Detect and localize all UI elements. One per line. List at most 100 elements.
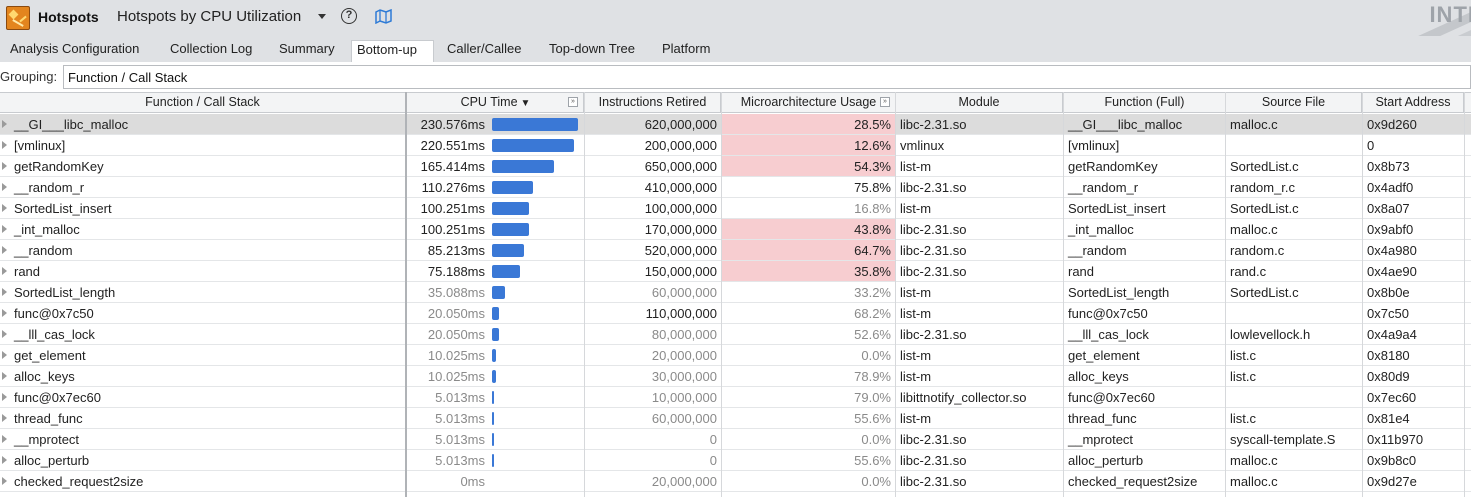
cpu-time-bar [492, 181, 533, 194]
function-cell: get_element [0, 345, 405, 365]
table-row[interactable]: __random 85.213ms 520,000,000 64.7% libc-2.3… [0, 240, 1471, 261]
function-full-value: rand [1068, 264, 1095, 279]
expand-row-icon[interactable] [2, 246, 7, 254]
expand-row-icon[interactable] [2, 309, 7, 317]
col-header-microarchitecture-usage[interactable]: Microarchitecture Usage [722, 93, 896, 113]
cpu-time-bar [492, 244, 524, 257]
expand-uarch-icon[interactable]: » [880, 97, 890, 107]
expand-row-icon[interactable] [2, 204, 7, 212]
expand-row-icon[interactable] [2, 120, 7, 128]
cpu-time-value: 165.414ms [420, 159, 485, 174]
function-cell: SortedList_length [0, 282, 405, 302]
table-row[interactable]: func@0x7c50 20.050ms 110,000,000 68.2% list-… [0, 303, 1471, 324]
tab-caller-callee[interactable]: Caller/Callee [447, 41, 522, 56]
expand-row-icon[interactable] [2, 477, 7, 485]
table-row[interactable]: __mprotect 5.013ms 0 0.0% libc-2.31.so __mpro… [0, 429, 1471, 450]
cpu-time-value: 10.025ms [427, 369, 485, 384]
function-full-value: __random [1068, 243, 1127, 258]
table-row[interactable]: checked_request2size 0ms 20,000,000 0.0% lib… [0, 471, 1471, 492]
function-name: get_element [14, 348, 86, 363]
expand-row-icon[interactable] [2, 225, 7, 233]
expand-row-icon[interactable] [2, 183, 7, 191]
function-name: func@0x7ec60 [14, 390, 101, 405]
cpu-time-value: 5.013ms [435, 432, 485, 447]
col-header-function[interactable]: Function / Call Stack [0, 93, 406, 113]
expand-row-icon[interactable] [2, 456, 7, 464]
table-row[interactable]: alloc_keys 10.025ms 30,000,000 78.9% list-m a… [0, 366, 1471, 387]
tab-summary[interactable]: Summary [279, 41, 335, 56]
start-address-value: 0x8a07 [1367, 201, 1410, 216]
grouping-row: Grouping: Function / Call Stack [0, 62, 1471, 91]
table-row[interactable]: [vmlinux] 220.551ms 200,000,000 12.6% vmlinu… [0, 135, 1471, 156]
function-full-value: _int_malloc [1068, 222, 1134, 237]
instructions-retired-value: 20,000,000 [651, 474, 717, 489]
bottom-up-grid: Function / Call Stack CPU Time ▼ » Instru… [0, 92, 1471, 497]
table-row[interactable]: rand 75.188ms 150,000,000 35.8% libc-2.31.so… [0, 261, 1471, 282]
tab-analysis-configuration[interactable]: Analysis Configuration [10, 41, 140, 56]
cpu-time-bar [492, 412, 494, 425]
tab-collection-log[interactable]: Collection Log [170, 41, 253, 56]
expand-cpu-time-icon[interactable]: » [568, 97, 578, 107]
function-full-value: checked_request2size [1068, 474, 1198, 489]
function-full-value: alloc_keys [1068, 369, 1129, 384]
tab-platform[interactable]: Platform [662, 41, 711, 56]
tab-top-down-tree[interactable]: Top-down Tree [549, 41, 635, 56]
table-row[interactable]: alloc_perturb 5.013ms 0 55.6% libc-2.31.so al… [0, 450, 1471, 471]
cpu-time-bar [492, 202, 529, 215]
uarch-usage-value: 54.3% [722, 156, 895, 176]
map-icon[interactable] [375, 9, 392, 24]
expand-row-icon[interactable] [2, 330, 7, 338]
instructions-retired-value: 650,000,000 [644, 159, 717, 174]
instructions-retired-value: 80,000,000 [651, 327, 717, 342]
help-icon[interactable]: ? [341, 8, 357, 24]
col-header-function-full[interactable]: Function (Full) [1064, 93, 1226, 113]
expand-row-icon[interactable] [2, 288, 7, 296]
grouping-label: Grouping: [0, 69, 58, 84]
uarch-usage-value: 68.2% [854, 306, 891, 321]
expand-row-icon[interactable] [2, 351, 7, 359]
col-header-module[interactable]: Module [896, 93, 1063, 113]
table-row[interactable]: __lll_cas_lock 20.050ms 80,000,000 52.6% lib… [0, 324, 1471, 345]
function-full-value: SortedList_insert [1068, 201, 1166, 216]
expand-row-icon[interactable] [2, 267, 7, 275]
grouping-select[interactable]: Function / Call Stack [63, 65, 1471, 89]
col-header-instructions-retired[interactable]: Instructions Retired [585, 93, 721, 113]
table-row[interactable]: _int_malloc 100.251ms 170,000,000 43.8% libc… [0, 219, 1471, 240]
expand-row-icon[interactable] [2, 372, 7, 380]
start-address-value: 0 [1367, 138, 1375, 153]
table-row[interactable]: func@0x7ec60 5.013ms 10,000,000 79.0% libitt… [0, 387, 1471, 408]
column-divider [895, 92, 896, 497]
module-value: libc-2.31.so [900, 474, 967, 489]
expand-row-icon[interactable] [2, 162, 7, 170]
table-row[interactable]: SortedList_insert 100.251ms 100,000,000 16.… [0, 198, 1471, 219]
source-file-value: lowlevellock.h [1230, 327, 1311, 342]
col-header-cpu-time[interactable]: CPU Time ▼ [408, 93, 584, 113]
source-file-value: malloc.c [1230, 474, 1278, 489]
col-header-source-file[interactable]: Source File [1226, 93, 1362, 113]
table-row[interactable]: thread_func 5.013ms 60,000,000 55.6% list-m t… [0, 408, 1471, 429]
instructions-retired-value: 60,000,000 [651, 285, 717, 300]
table-row[interactable]: SortedList_length 35.088ms 60,000,000 33.2%… [0, 282, 1471, 303]
expand-row-icon[interactable] [2, 141, 7, 149]
table-row[interactable]: get_element 10.025ms 20,000,000 0.0% list-m g… [0, 345, 1471, 366]
expand-row-icon[interactable] [2, 414, 7, 422]
function-name: SortedList_insert [14, 201, 112, 216]
table-row[interactable]: getRandomKey 165.414ms 650,000,000 54.3% lis… [0, 156, 1471, 177]
source-file-value [1226, 303, 1362, 323]
table-row[interactable]: __random_r 110.276ms 410,000,000 75.8% libc-… [0, 177, 1471, 198]
instructions-retired-value: 0 [709, 432, 717, 447]
function-full-value: thread_func [1068, 411, 1137, 426]
table-row[interactable]: __GI___libc_malloc 230.576ms 620,000,000 28… [0, 114, 1471, 135]
function-full-value: [vmlinux] [1068, 138, 1120, 153]
function-name: SortedList_length [14, 285, 116, 300]
col-header-start-address[interactable]: Start Address [1363, 93, 1464, 113]
chevron-down-icon[interactable] [317, 12, 327, 22]
function-name: __lll_cas_lock [14, 327, 95, 342]
expand-row-icon[interactable] [2, 393, 7, 401]
tab-bottom-up[interactable]: Bottom-up [351, 40, 434, 62]
uarch-usage-value: 33.2% [854, 285, 891, 300]
cpu-time-value: 20.050ms [427, 327, 485, 342]
instructions-retired-value: 520,000,000 [644, 243, 717, 258]
module-value: list-m [900, 201, 932, 216]
expand-row-icon[interactable] [2, 435, 7, 443]
